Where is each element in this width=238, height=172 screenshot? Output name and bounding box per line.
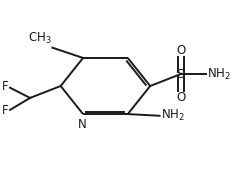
Text: CH$_3$: CH$_3$: [28, 31, 51, 46]
Text: F: F: [2, 80, 9, 93]
Text: O: O: [176, 92, 185, 104]
Text: NH$_2$: NH$_2$: [161, 108, 185, 123]
Text: S: S: [177, 68, 185, 80]
Text: F: F: [2, 104, 9, 117]
Text: NH$_2$: NH$_2$: [207, 67, 230, 82]
Text: N: N: [78, 118, 86, 131]
Text: O: O: [176, 44, 185, 57]
